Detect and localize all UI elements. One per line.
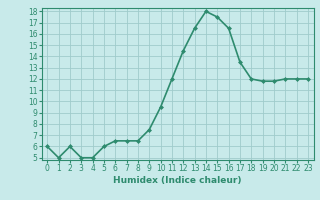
X-axis label: Humidex (Indice chaleur): Humidex (Indice chaleur) [113, 176, 242, 185]
